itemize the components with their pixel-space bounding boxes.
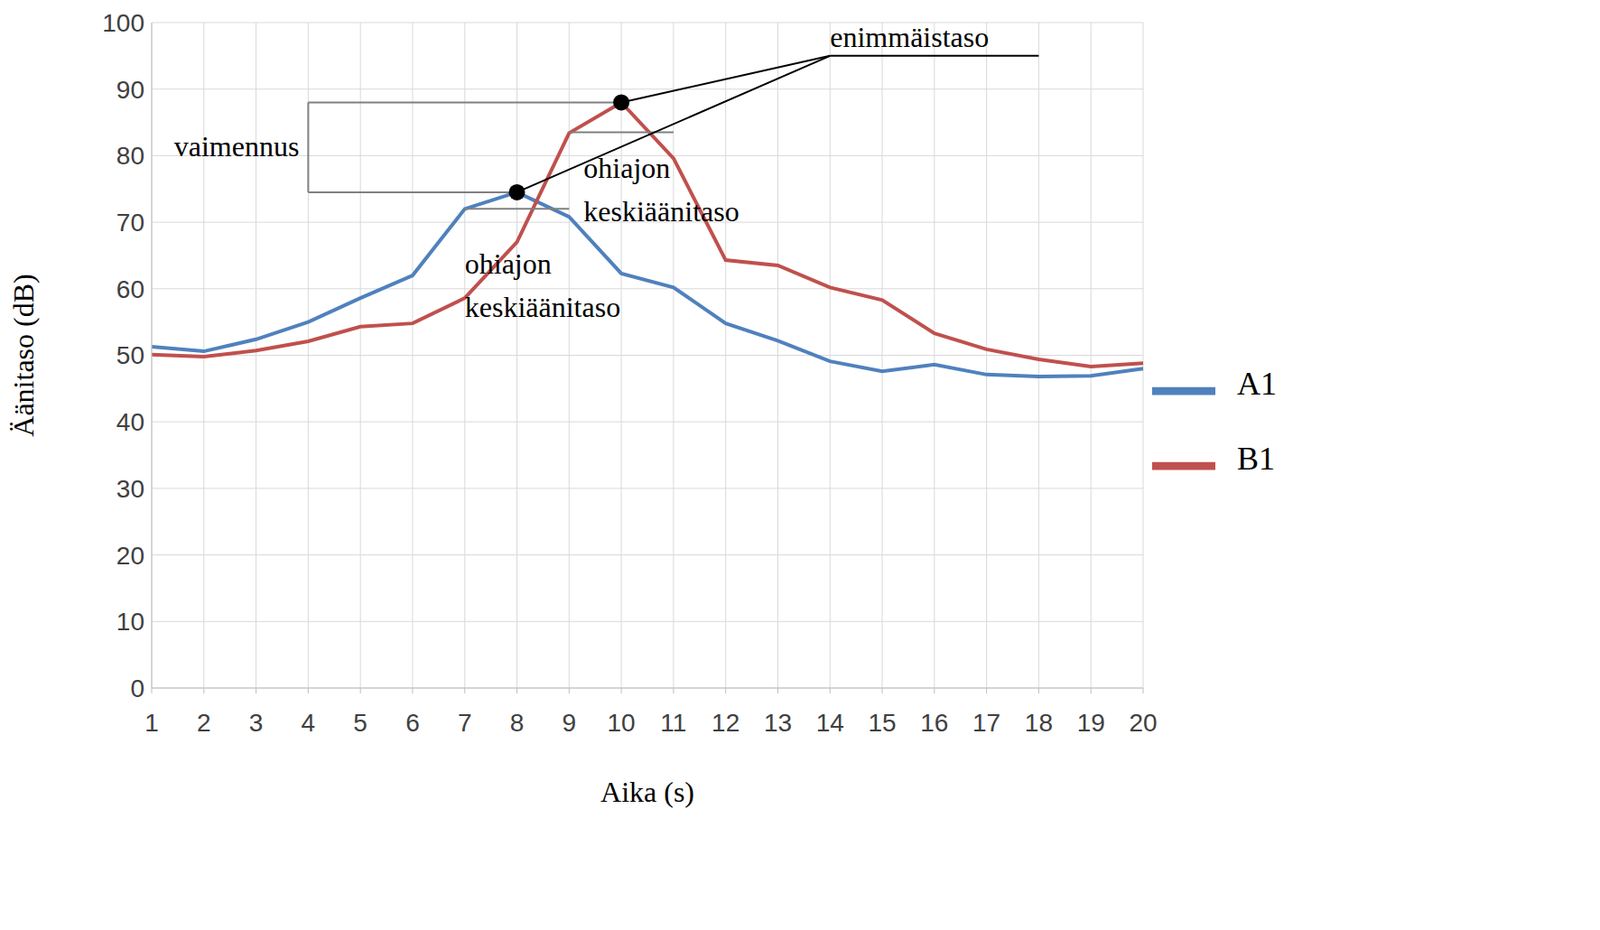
svg-text:30: 30 <box>116 474 145 503</box>
svg-text:70: 70 <box>116 208 145 237</box>
svg-text:15: 15 <box>867 708 896 737</box>
svg-text:10: 10 <box>116 607 145 636</box>
svg-text:4: 4 <box>301 708 317 737</box>
svg-text:6: 6 <box>405 708 420 737</box>
svg-text:16: 16 <box>920 708 949 737</box>
svg-text:17: 17 <box>972 708 1001 737</box>
svg-text:7: 7 <box>457 708 473 737</box>
svg-text:20: 20 <box>116 541 145 570</box>
svg-text:10: 10 <box>607 708 636 737</box>
svg-text:ohiajonkeskiäänitaso: ohiajonkeskiäänitaso <box>465 247 621 324</box>
svg-text:90: 90 <box>116 75 145 104</box>
svg-text:vaimennus: vaimennus <box>174 130 300 163</box>
svg-text:8: 8 <box>510 708 525 737</box>
svg-text:100: 100 <box>102 9 145 38</box>
svg-text:ohiajonkeskiäänitaso: ohiajonkeskiäänitaso <box>583 151 739 228</box>
svg-text:0: 0 <box>130 674 145 703</box>
svg-text:14: 14 <box>816 708 845 737</box>
svg-text:enimmäistaso: enimmäistaso <box>829 20 989 54</box>
svg-text:9: 9 <box>562 708 577 737</box>
html-text:A1: A1 <box>1237 365 1277 402</box>
svg-text:Aika (s): Aika (s) <box>600 775 695 809</box>
svg-text:5: 5 <box>353 708 368 737</box>
svg-text:13: 13 <box>763 708 792 737</box>
svg-text:80: 80 <box>116 141 145 170</box>
svg-text:1: 1 <box>144 708 159 737</box>
svg-text:12: 12 <box>711 708 740 737</box>
html-text:B1: B1 <box>1237 440 1275 477</box>
svg-text:3: 3 <box>249 708 264 737</box>
svg-text:40: 40 <box>116 408 145 437</box>
svg-text:50: 50 <box>116 341 145 370</box>
svg-text:20: 20 <box>1128 708 1157 737</box>
svg-text:2: 2 <box>196 708 212 737</box>
svg-text:Äänitaso (dB): Äänitaso (dB) <box>7 273 40 437</box>
svg-text:19: 19 <box>1077 708 1106 737</box>
svg-text:60: 60 <box>116 275 145 304</box>
svg-text:18: 18 <box>1024 708 1053 737</box>
svg-text:11: 11 <box>660 708 687 737</box>
